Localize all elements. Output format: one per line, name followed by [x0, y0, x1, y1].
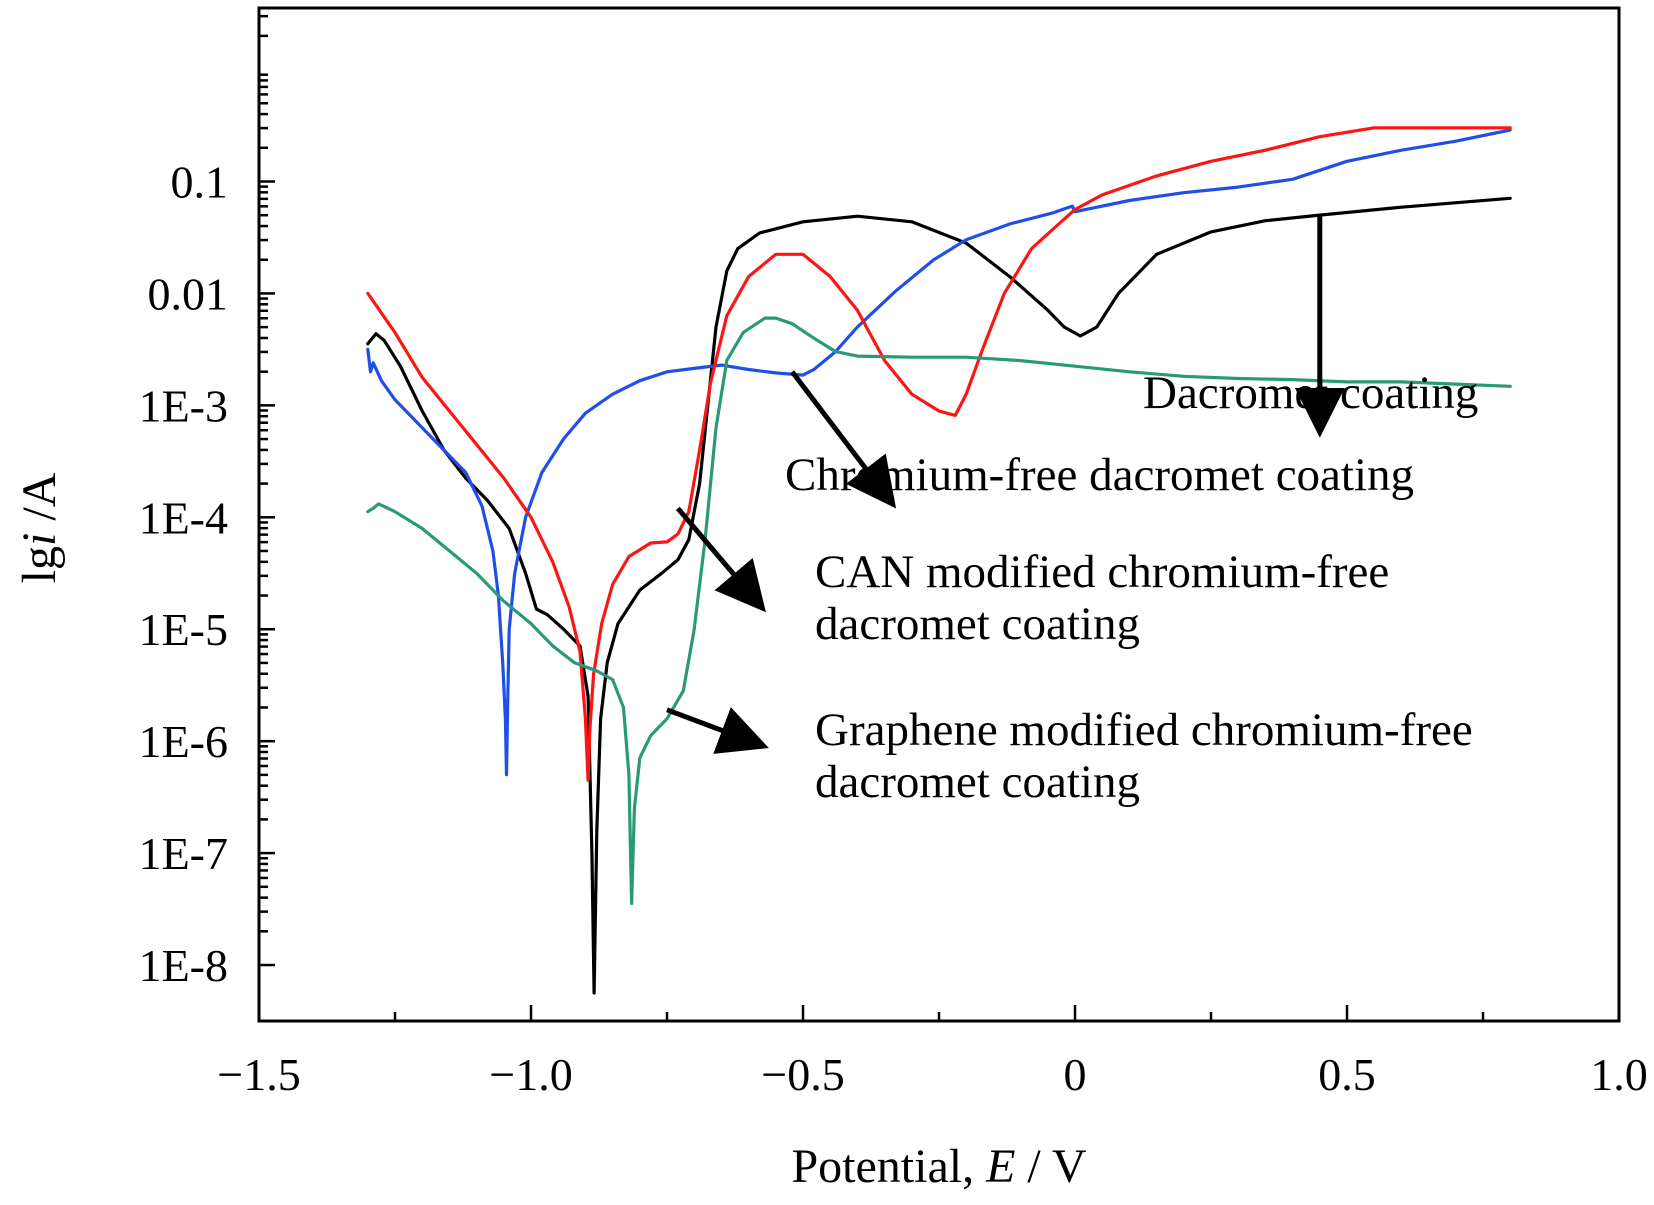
y-axis-label-prefix: lg: [13, 546, 66, 583]
series-line-graphene-modified-chromium-free-dacromet-coating: [366, 316, 1512, 906]
plot-area-frame: [257, 6, 1621, 1023]
y-tick-label: 1E-3: [139, 380, 228, 431]
y-tick-label: 1E-4: [139, 492, 228, 543]
annotation-line: dacromet coating: [815, 598, 1140, 650]
series-line-dacromet-coating: [366, 196, 1512, 995]
annotation-can-modified: CAN modified chromium-free dacromet coati…: [815, 546, 1389, 650]
annotation-graphene-modified: Graphene modified chromium-free dacromet …: [815, 704, 1473, 808]
x-axis-label-prefix: Potential,: [791, 1140, 986, 1193]
annotation-labels: Dacromet coating Chromium-free dacromet …: [785, 367, 1478, 808]
x-tick-label: −0.5: [761, 1049, 844, 1100]
y-tick-label: 1E-8: [139, 940, 228, 991]
x-tick-label: 0.5: [1318, 1049, 1376, 1100]
y-axis-label-variable: i: [13, 533, 66, 546]
x-axis-label: Potential, E / V: [791, 1140, 1086, 1193]
axis-ticks: [257, 14, 1621, 1021]
x-tick-label: −1.0: [489, 1049, 572, 1100]
y-axis-label: lgi /A: [13, 472, 66, 583]
x-tick-label: 1.0: [1590, 1049, 1648, 1100]
y-tick-label: 1E-7: [139, 828, 228, 879]
annotation-chromium-free: Chromium-free dacromet coating: [785, 449, 1414, 501]
annotation-arrow-graphene-modified-chromium-free-dacromet-coating: [666, 707, 769, 754]
annotation-arrow-can-modified-chromium-free-dacromet-coating: [675, 506, 766, 613]
y-tick-label: 0.1: [171, 156, 229, 207]
annotation-line: dacromet coating: [815, 756, 1140, 808]
y-tick-label: 1E-6: [139, 716, 228, 767]
annotation-arrow-chromium-free-dacromet-coating: [790, 370, 897, 509]
series-layer: [366, 126, 1512, 995]
axis-tick-labels: −1.5 −1.0 −0.5 0 0.5 1.0 0.1 0.01 1E-3 1E-4 1E-5 1E…: [139, 156, 1648, 1100]
annotation-line: Graphene modified chromium-free: [815, 704, 1473, 756]
annotation-line: CAN modified chromium-free: [815, 546, 1389, 598]
y-axis-label-unit: /A: [13, 472, 66, 532]
y-tick-label: 1E-5: [139, 604, 228, 655]
series-line-can-modified-chromium-free-dacromet-coating: [366, 126, 1512, 782]
annotation-dacromet: Dacromet coating: [1143, 367, 1478, 419]
x-axis-label-unit: / V: [1015, 1140, 1086, 1193]
y-tick-label: 0.01: [148, 268, 229, 319]
annotation-arrows: [666, 215, 1345, 754]
series-line-chromium-free-dacromet-coating: [366, 128, 1512, 777]
x-axis-label-variable: E: [985, 1140, 1015, 1193]
annotation-line: Dacromet coating: [1143, 367, 1478, 419]
annotation-line: Chromium-free dacromet coating: [785, 449, 1414, 501]
x-tick-label: 0: [1064, 1049, 1087, 1100]
x-tick-label: −1.5: [217, 1049, 300, 1100]
